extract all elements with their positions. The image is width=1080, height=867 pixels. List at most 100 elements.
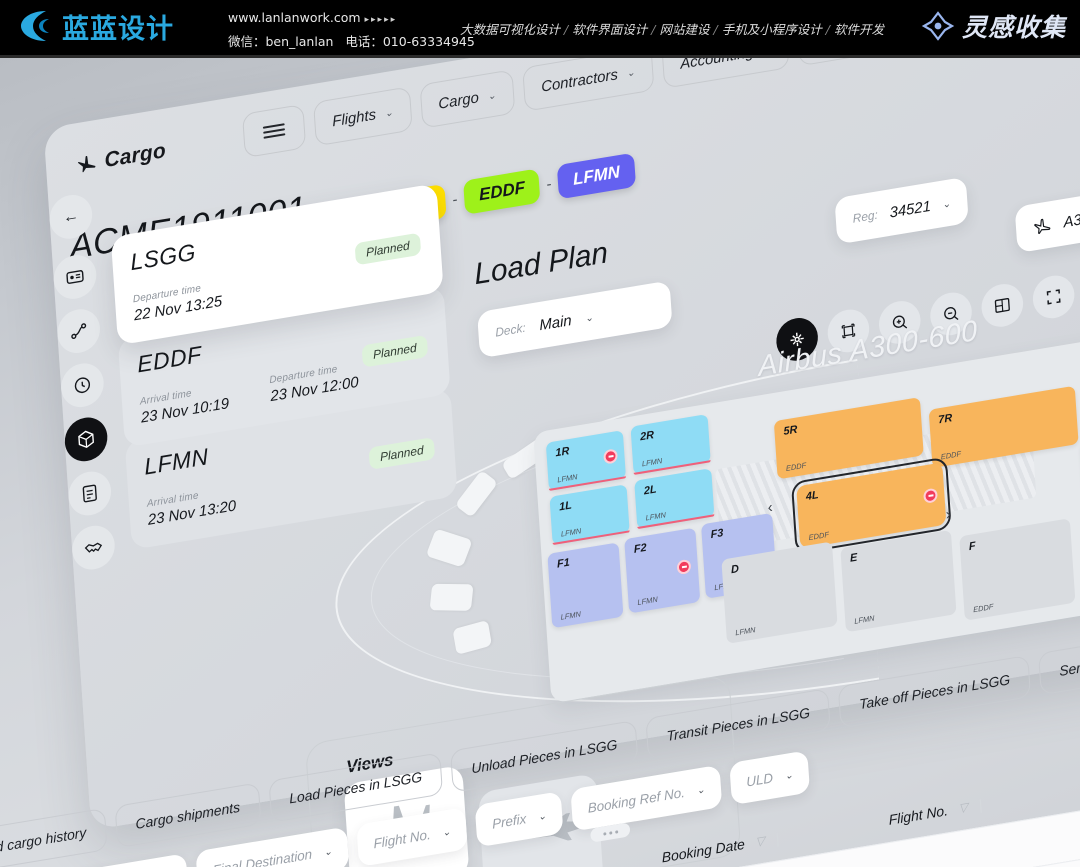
next-position-arrow[interactable]: › — [945, 505, 952, 524]
service-separator: / — [564, 22, 569, 37]
reg-value: 34521 — [889, 197, 932, 222]
chevron-down-icon: ⌄ — [942, 197, 952, 211]
aircraft-type-value: A300-600 — [1062, 203, 1080, 231]
cargo-cell-id: 5R — [783, 423, 798, 438]
filter-uld[interactable]: ULD ⌄ — [729, 750, 811, 806]
route-icon — [71, 323, 87, 340]
filter-label: ULD — [745, 769, 774, 790]
document-icon — [82, 484, 97, 503]
nav-item-label: Flights — [331, 105, 377, 130]
promo-banner: 蓝蓝设计 www.lanlanwork.com ▸▸▸▸▸ 微信：ben_lan… — [0, 0, 1080, 55]
filter-final-destination[interactable]: Final Destination ⌄ — [195, 826, 350, 867]
tool-move[interactable] — [774, 314, 820, 364]
cargo-cell-destination: LFMN — [645, 510, 667, 523]
leg-time: Arrival time 23 Nov 10:19 — [140, 382, 230, 427]
cargo-cell-destination: EDDF — [808, 529, 830, 543]
nav-item-label: Cargo — [437, 88, 480, 113]
chevron-down-icon: ⌄ — [323, 845, 333, 859]
cargo-cell-id: 1R — [555, 445, 570, 460]
viewer-toolbar — [774, 255, 1080, 364]
chevron-down-icon: ⌄ — [696, 783, 706, 797]
route-dash: - — [451, 190, 459, 209]
tool-zoom-out[interactable] — [928, 289, 974, 339]
aircraft-type-select[interactable]: A300-600 ⌄ — [1014, 182, 1080, 254]
rail-button-route[interactable] — [56, 306, 102, 357]
leg-time: Departure time 22 Nov 13:25 — [133, 280, 223, 324]
rail-button-document[interactable] — [67, 468, 113, 519]
cargo-cell-id: 4L — [805, 488, 819, 504]
nav-item-label: Accounting — [680, 58, 754, 72]
deck-value: Main — [538, 311, 573, 334]
cargo-cell-destination: EDDF — [972, 601, 994, 615]
tool-fit[interactable] — [1031, 272, 1076, 322]
banner-service: 软件界面设计 — [572, 22, 648, 37]
column-divider: | — [978, 796, 983, 814]
banner-divider — [0, 55, 1080, 58]
banner-dots: ▸▸▸▸▸ — [364, 15, 398, 25]
banner-service: 软件开发 — [833, 22, 884, 37]
cargo-cell-destination: LFMN — [853, 613, 875, 626]
banner-wechat: 微信：ben_lanlan — [228, 34, 334, 49]
layout-icon — [994, 297, 1010, 313]
chevron-down-icon: ⌄ — [487, 89, 497, 103]
cargo-cell-F2[interactable]: F2 LFMN — [624, 527, 701, 614]
banner-phone: 电话：010-63334945 — [345, 34, 475, 49]
alert-icon[interactable] — [676, 558, 692, 576]
left-icon-rail — [52, 251, 117, 573]
cargo-cell-destination: LFMN — [637, 594, 658, 608]
cargo-cell-destination: LFMN — [735, 625, 756, 638]
rail-button-clock[interactable] — [59, 360, 106, 411]
fit-icon — [1046, 289, 1061, 305]
chevron-down-icon: ⌄ — [626, 66, 636, 80]
service-separator: / — [651, 22, 656, 37]
chevron-down-icon: ⌄ — [384, 106, 394, 120]
cargo-cell-destination: LFMN — [560, 526, 582, 539]
chevron-down-icon: ⌄ — [442, 826, 452, 839]
filter-origin-city[interactable]: Origin City ⌄ — [71, 853, 189, 867]
rail-button-box[interactable] — [63, 414, 109, 465]
rail-button-id-card[interactable] — [52, 251, 98, 303]
tool-zoom-in[interactable] — [877, 297, 922, 347]
cargo-cell-id: 1L — [558, 499, 573, 514]
filter-icon[interactable]: ▽ — [755, 833, 766, 849]
column-divider: | — [775, 829, 780, 847]
filter-label: Final Destination — [212, 846, 313, 867]
banner-right: 灵感收集 — [921, 8, 1066, 44]
prev-position-arrow[interactable]: ‹ — [767, 498, 774, 517]
banner-service: 网站建设 — [659, 22, 710, 37]
logo-text: 蓝蓝设计 — [62, 13, 174, 45]
bottom-tab-offloaded-cargo-history[interactable]: Offloaded cargo history — [0, 807, 108, 867]
tool-layout[interactable] — [980, 280, 1025, 330]
cargo-cell-destination: EDDF — [940, 449, 962, 462]
leg-time: Departure time 23 Nov 12:00 — [269, 361, 359, 405]
cargo-cell-id: F2 — [633, 541, 647, 556]
app-brand: Cargo — [75, 139, 167, 178]
inspiration-icon — [921, 11, 955, 41]
service-separator: / — [713, 22, 718, 37]
cargo-cell-destination: LFMN — [556, 472, 578, 485]
filter-label: Flight No. — [373, 826, 432, 851]
clock-icon — [74, 377, 91, 394]
rail-button-handshake[interactable] — [70, 522, 117, 573]
lanlan-logo: 蓝蓝设计 — [16, 6, 174, 46]
banner-website: www.lanlanwork.com — [228, 10, 361, 25]
tool-transform[interactable] — [826, 306, 871, 356]
chevron-down-icon: ⌄ — [585, 311, 595, 325]
handshake-icon — [84, 542, 103, 553]
alert-icon[interactable] — [923, 487, 938, 504]
banner-services: 大数据可视化设计 / 软件界面设计 / 网站建设 / 手机及小程序设计 / 软件开发 — [460, 19, 884, 38]
cargo-cell-destination: LFMN — [641, 456, 663, 469]
filter-label: Booking Ref No. — [587, 784, 686, 816]
zoom-out-icon — [944, 307, 959, 321]
transform-icon — [841, 323, 856, 339]
cargo-cell-id: E — [849, 551, 858, 565]
cargo-cell-id: F — [968, 540, 976, 554]
table-column-label: Booking Date — [661, 835, 746, 866]
flight-legs-list: LSGG Planned Departure time 22 Nov 13:25… — [110, 183, 458, 550]
alert-icon[interactable] — [603, 448, 618, 465]
app-scene: Cargo Flights ⌄ Cargo ⌄ Contractors ⌄ Ac… — [0, 58, 1080, 867]
cargo-cell-F1[interactable]: F1 LFMN — [547, 542, 624, 629]
chevron-down-icon: ⌄ — [537, 810, 547, 823]
cargo-cell-id: D — [730, 562, 740, 577]
filter-icon[interactable]: ▽ — [958, 799, 969, 816]
